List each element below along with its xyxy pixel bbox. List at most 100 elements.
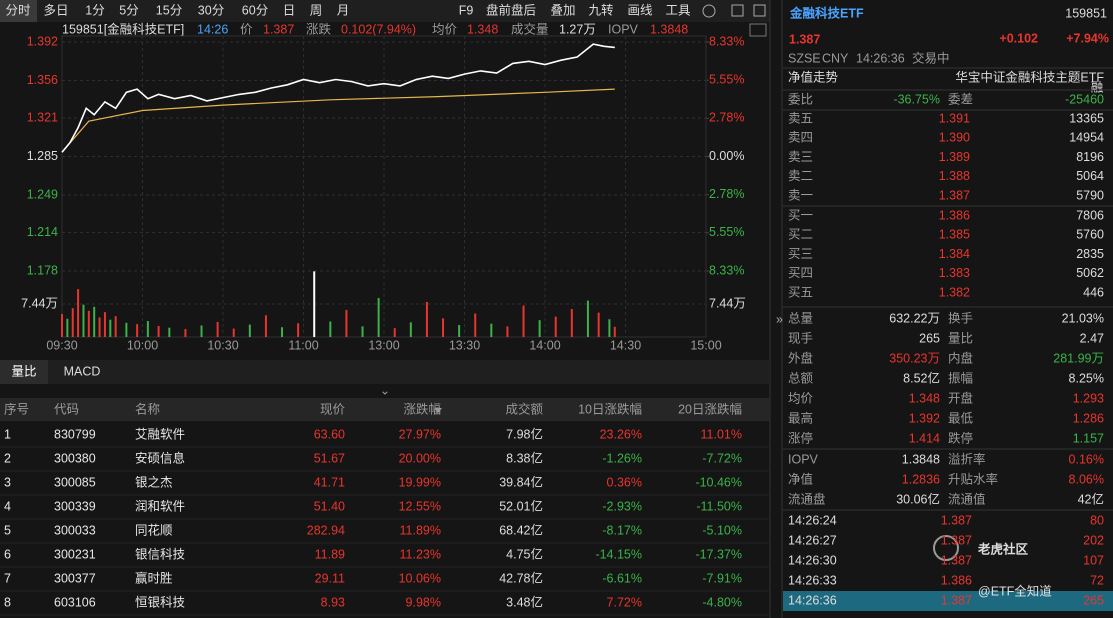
volume-bar: [248, 324, 251, 337]
pct-tick-label: 5.55%: [709, 73, 744, 87]
trade-volume: 80: [1090, 513, 1104, 527]
book-price: 1.382: [939, 285, 970, 299]
chart-header-code: 159851[金融科技ETF]: [62, 21, 184, 36]
trade-time: 14:26:36: [788, 593, 837, 607]
x-tick-label: 13:30: [449, 338, 480, 352]
chart-header-change: 0.102(7.94%): [341, 22, 416, 36]
volume-bar: [146, 321, 149, 337]
stat-label: 内盘: [948, 350, 973, 365]
period-tab[interactable]: 周: [310, 3, 323, 17]
settings-icon[interactable]: [702, 4, 716, 18]
volume-bar: [281, 327, 284, 337]
period-tab[interactable]: 30分: [198, 3, 224, 17]
tool-button[interactable]: 九转: [588, 2, 613, 17]
book-label: 买三: [788, 247, 813, 261]
period-tab[interactable]: 多日: [43, 3, 68, 17]
stat-value: 1.286: [1073, 411, 1104, 425]
table-cell: 300339: [54, 499, 96, 513]
table-cell: 23.26%: [600, 427, 642, 441]
volume-tick-label: 7.44万: [21, 296, 58, 310]
nav-link[interactable]: 净值走势: [788, 69, 839, 84]
table-cell: 282.94: [307, 523, 345, 537]
trade-volume: 72: [1090, 573, 1104, 587]
chart-header-price-label: 价: [240, 22, 253, 36]
tool-button[interactable]: 画线: [627, 3, 653, 17]
pct-tick-label: 0.00%: [709, 149, 744, 163]
wp-icon[interactable]: [749, 23, 767, 37]
watermark-brand: 老虎社区: [977, 541, 1029, 556]
period-tab[interactable]: 15分: [156, 3, 182, 17]
stat-label: 升贴水率: [948, 471, 998, 486]
expand-arrow[interactable]: ⌄: [380, 383, 390, 397]
tool-button[interactable]: 工具: [665, 3, 691, 17]
book-volume: 14954: [1069, 131, 1104, 145]
volume-bar: [157, 325, 160, 337]
chart-header-avg: 1.348: [467, 22, 498, 36]
table-cell: 7.98亿: [506, 426, 543, 441]
order-ratio: 委差: [948, 92, 973, 106]
tool-button[interactable]: 叠加: [550, 3, 575, 17]
table-cell: 27.97%: [399, 427, 441, 441]
order-ratio: -25460: [1065, 92, 1104, 106]
table-cell: 同花顺: [135, 522, 173, 537]
x-tick-label: 13:00: [368, 338, 399, 352]
table-cell: 润和软件: [135, 499, 185, 513]
period-tab[interactable]: 5分: [119, 3, 138, 17]
stat-value: 265: [919, 331, 940, 345]
indicator-tab[interactable]: 量比: [11, 364, 36, 378]
volume-bar: [570, 309, 573, 337]
table-cell: 830799: [54, 427, 96, 441]
tool-button[interactable]: 盘前盘后: [486, 2, 536, 17]
table-cell: 3: [4, 475, 11, 489]
stat-value: 1.2836: [902, 472, 940, 486]
column-header[interactable]: 序号: [4, 401, 29, 416]
period-tab[interactable]: 日: [283, 3, 296, 17]
tool-button[interactable]: F9: [459, 3, 474, 17]
change-pct: +7.94%: [1066, 31, 1109, 45]
volume-bar: [232, 328, 235, 337]
table-cell: -7.91%: [702, 571, 742, 585]
trade-price: 1.387: [941, 533, 972, 547]
volume-bar: [200, 325, 203, 337]
volume-bar: [93, 306, 96, 337]
table-cell: 3.48亿: [506, 594, 543, 609]
table-cell: -10.46%: [695, 475, 742, 489]
table-cell: 银之杰: [135, 475, 173, 489]
collapse-arrow[interactable]: »: [776, 312, 783, 326]
stat-label: 溢折率: [948, 451, 986, 466]
column-header[interactable]: 现价: [320, 402, 346, 416]
column-header[interactable]: 代码: [54, 402, 79, 416]
column-header[interactable]: 成交额: [505, 401, 543, 416]
book-price: 1.390: [939, 131, 970, 145]
window-icon[interactable]: [753, 4, 766, 17]
table-cell: 603106: [54, 595, 96, 609]
active-indicator-bg: [0, 360, 48, 384]
period-tab[interactable]: 60分: [242, 3, 268, 17]
volume-bar: [490, 323, 493, 337]
table-cell: 8: [4, 595, 11, 609]
period-tab[interactable]: 月: [337, 3, 350, 17]
column-header[interactable]: 10日涨跌幅: [578, 401, 642, 416]
book-volume: 7806: [1076, 208, 1104, 222]
period-tab[interactable]: 1分: [85, 3, 104, 17]
volume-bar: [393, 328, 396, 337]
column-header[interactable]: 20日涨跌幅: [678, 401, 742, 416]
table-cell: 20.00%: [399, 451, 441, 465]
chart-header-time: 14:26: [197, 22, 228, 36]
column-header[interactable]: 名称: [135, 401, 160, 416]
column-header[interactable]: 涨跌幅: [403, 401, 441, 416]
indicator-tab[interactable]: MACD: [64, 364, 101, 378]
stat-label: 总量: [788, 311, 813, 325]
table-cell: -1.26%: [602, 451, 642, 465]
pct-tick-label: 8.33%: [709, 263, 744, 277]
sort-icon: [434, 408, 442, 413]
window-icon[interactable]: [731, 4, 744, 17]
table-cell: 0.36%: [607, 475, 642, 489]
table-cell: -14.15%: [595, 547, 642, 561]
quote-currency: CNY: [822, 51, 849, 65]
stat-value: 1.348: [909, 391, 940, 405]
volume-bar: [61, 313, 63, 337]
book-volume: 5062: [1076, 266, 1104, 280]
table-cell: 5: [4, 523, 11, 537]
period-tab[interactable]: 分时: [5, 3, 31, 17]
